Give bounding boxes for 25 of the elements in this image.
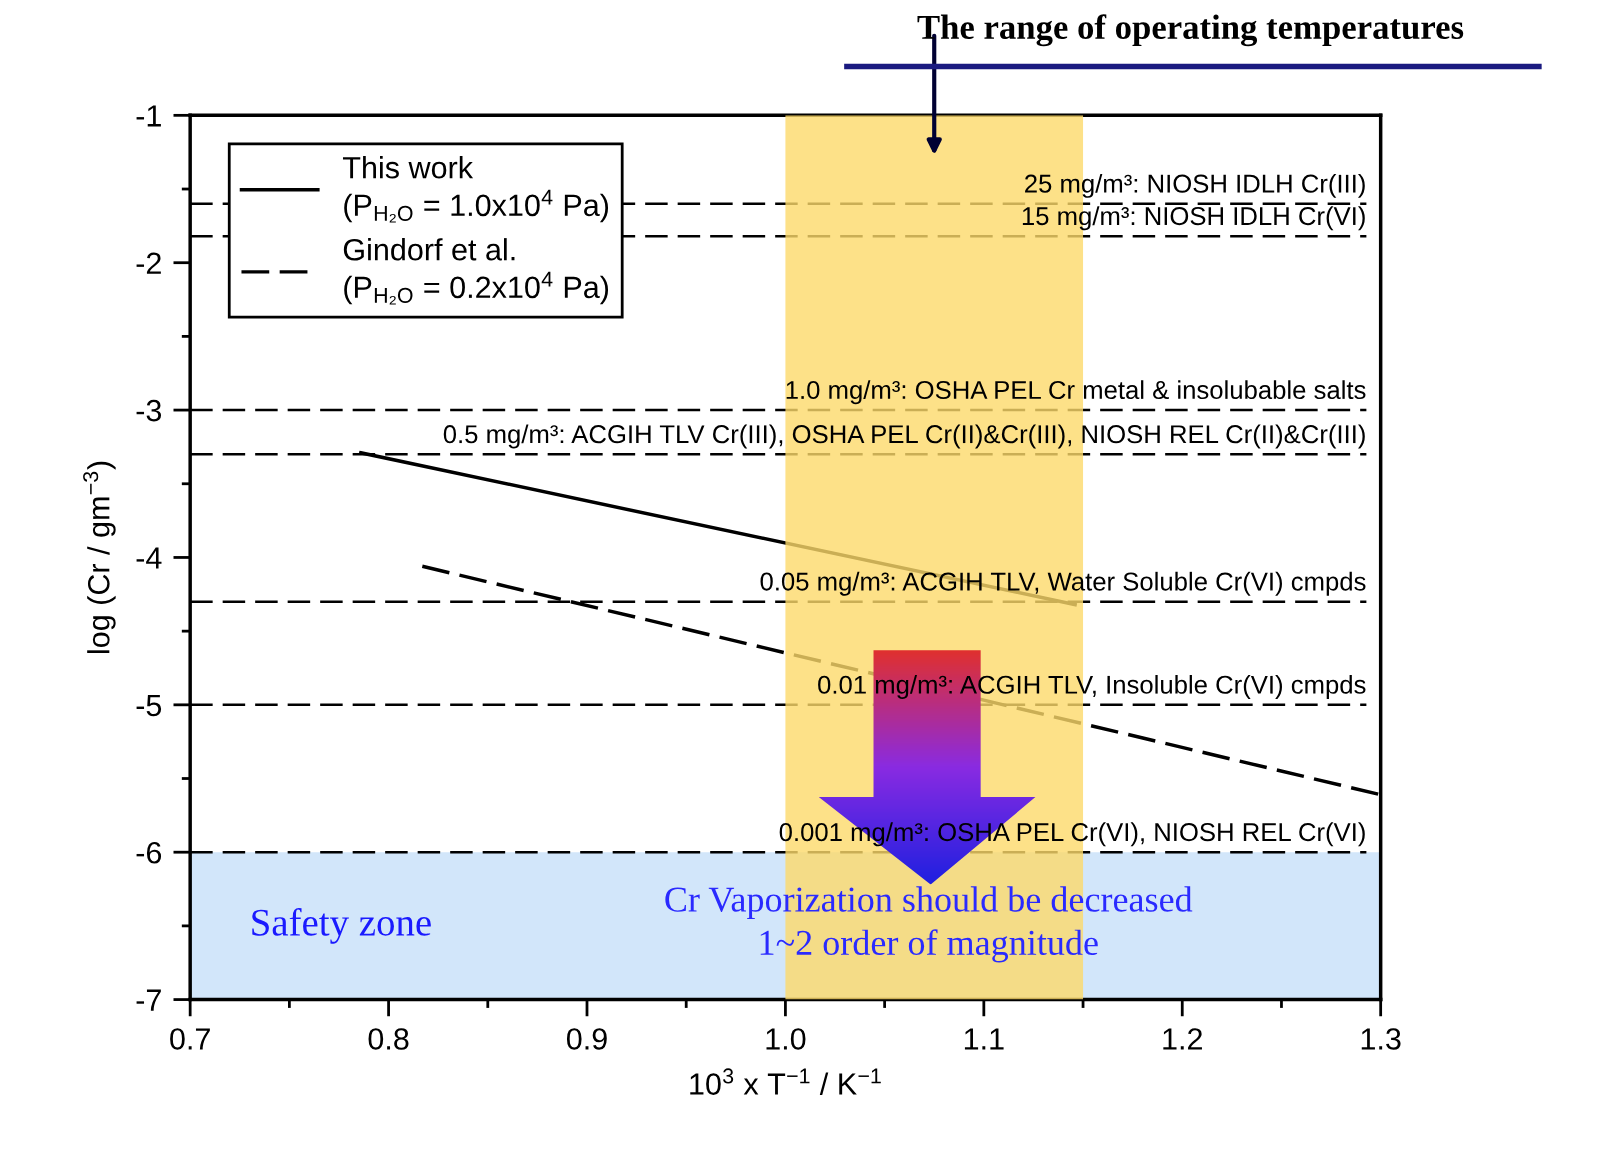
y-tick-label: -2 (136, 252, 161, 274)
x-tick-label: 1.0 (766, 1028, 806, 1050)
ref-line-label: 25 mg/m³: NIOSH IDLH Cr(III) (1025, 173, 1365, 198)
band-label: Safety zone (252, 908, 431, 944)
ref-line-label: 0.05 mg/m³: ACGIH TLV, Water Soluble Cr(VI) cmpds (760, 571, 1366, 596)
legend-label: Gindorf et al. (P$_{H₂O}$ = 0.2x10$^{4}$ Pa) (343, 238, 609, 305)
y-tick-label: -6 (136, 841, 162, 864)
legend-label: This work (P$_{H₂O}$ = 1.0x10$^{4}$ Pa) (342, 156, 609, 223)
x-axis-title: 10$^{3}$ x T$^{−1}$ / K$^{−1}$ (690, 1068, 881, 1095)
x-tick-label: 0.7 (170, 1028, 210, 1050)
y-axis-title: log (Cr / gm$^{−3}$) (83, 461, 116, 654)
band-label: The range of operating temperatures (917, 14, 1464, 47)
x-tick-label: 0.8 (368, 1028, 409, 1050)
y-tick-label: -1 (136, 105, 161, 127)
x-tick-label: 0.9 (566, 1028, 607, 1050)
y-tick-label: -4 (136, 547, 162, 569)
ref-line-label: 1.0 mg/m³: OSHA PEL Cr metal & insolubable salts (786, 380, 1366, 405)
y-tick-label: -3 (136, 399, 162, 422)
y-tick-label: -7 (136, 989, 161, 1011)
ref-line-label: 0.5 mg/m³: ACGIH TLV Cr(III), OSHA PEL Cr(II)&Cr(III), NIOSH REL Cr(II)&Cr(III) (443, 424, 1365, 449)
x-tick-label: 1.1 (964, 1028, 1004, 1050)
x-tick-label: 1.2 (1163, 1028, 1202, 1050)
ref-line-label: 15 mg/m³: NIOSH IDLH Cr(VI) (1022, 206, 1365, 231)
x-tick-label: 1.3 (1361, 1028, 1401, 1050)
y-tick-label: -5 (136, 694, 162, 717)
